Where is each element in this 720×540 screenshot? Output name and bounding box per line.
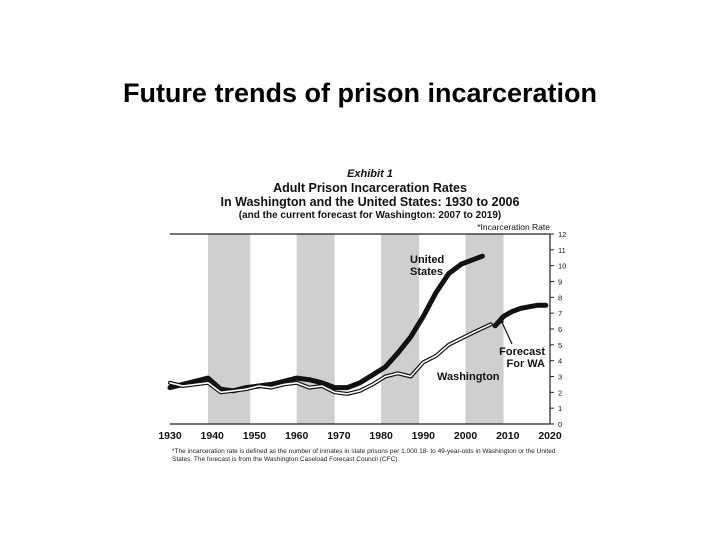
- x-tick-label: 1980: [369, 430, 393, 442]
- y-tick-label: 0: [558, 420, 562, 429]
- chart-subtitle: (and the current forecast for Washington…: [238, 210, 502, 221]
- x-tick-label: 1940: [201, 430, 225, 442]
- y-tick-label: 1: [558, 404, 562, 413]
- y-tick-label: 9: [558, 278, 562, 287]
- annotation-us-line1: United: [410, 254, 445, 266]
- y-tick-label: 3: [558, 373, 562, 382]
- y-tick-label: 6: [558, 325, 562, 334]
- y-tick-label: 12: [558, 230, 566, 239]
- annotation-washington: Washington: [437, 371, 500, 383]
- forecast-arrow-head: [497, 316, 504, 325]
- x-tick-label: 1930: [158, 430, 182, 442]
- shaded-band: [208, 234, 251, 424]
- annotation-forecast-line2: For WA: [506, 358, 546, 370]
- y-tick-label: 5: [558, 341, 562, 350]
- x-tick-label: 1970: [327, 430, 351, 442]
- series-washington-inner: [169, 323, 492, 395]
- exhibit-label: Exhibit 1: [347, 168, 393, 180]
- series-united-states: [167, 253, 485, 394]
- x-tick-label: 2020: [538, 430, 562, 442]
- chart-title-line2: In Washington and the United States: 193…: [220, 195, 520, 209]
- y-tick-label: 4: [558, 357, 562, 366]
- y-tick-label: 7: [558, 309, 562, 318]
- x-tick-label: 2010: [496, 430, 520, 442]
- y-tick-label: 8: [558, 293, 562, 302]
- shaded-band: [296, 234, 335, 424]
- annotation-wa-line1: Washington: [437, 371, 500, 383]
- series-forecast-for-wa: [492, 302, 549, 329]
- chart-footnote: *The incarceration rate is defined as th…: [172, 448, 556, 463]
- y-tick-label: 2: [558, 388, 562, 397]
- x-tick-label: 1950: [243, 430, 267, 442]
- x-tick-label: 1960: [285, 430, 309, 442]
- chart-title: Adult Prison Incarceration Rates In Wash…: [170, 181, 570, 209]
- chart-title-line1: Adult Prison Incarceration Rates: [273, 181, 467, 195]
- annotation-us-line2: States: [410, 266, 444, 278]
- annotation-united-states: United States: [410, 254, 444, 278]
- slide-title: Future trends of prison incarceration: [122, 78, 598, 108]
- x-tick-label: 1990: [412, 430, 436, 442]
- x-tick-label: 2000: [454, 430, 478, 442]
- y-axis-label: *Incarceration Rate: [477, 222, 550, 232]
- y-tick-label: 10: [558, 262, 566, 271]
- annotation-forecast-line1: Forecast: [499, 346, 545, 358]
- annotation-forecast: Forecast For WA: [497, 346, 545, 370]
- y-tick-label: 11: [558, 246, 566, 255]
